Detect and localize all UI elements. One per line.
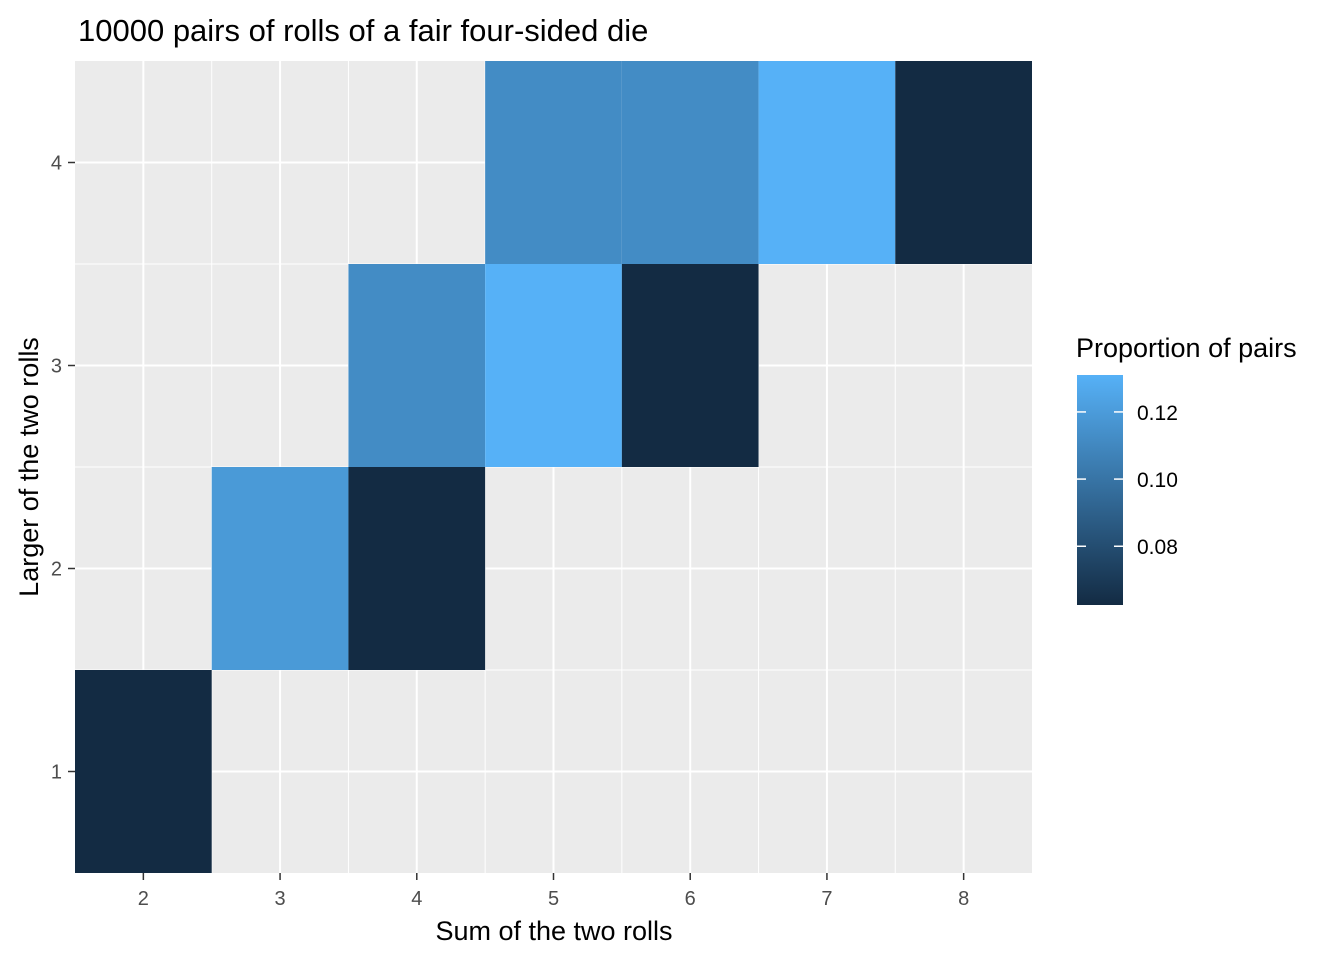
legend-ticks: 0.08 0.10 0.12 [1077,402,1178,559]
x-axis-title: Sum of the two rolls [435,916,672,946]
heatmap-cell [348,264,486,467]
color-legend: Proportion of pairs 0.08 0.10 0.12 [1076,333,1297,605]
heatmap-cell [621,264,759,467]
x-axis: 2 3 4 5 6 7 8 [138,873,969,910]
heatmap-cell [75,670,212,873]
heatmap-cells [75,61,1032,873]
x-tick-label: 5 [548,888,559,910]
heatmap-cell [621,61,759,264]
legend-colorbar [1077,375,1123,605]
heatmap-cell [758,61,896,264]
legend-tick-label: 0.10 [1137,469,1178,492]
heatmap-cell [895,61,1032,264]
x-tick-label: 7 [821,888,832,910]
legend-tick-label: 0.12 [1137,402,1178,425]
chart-title: 10000 pairs of rolls of a fair four-side… [78,13,648,48]
x-tick-label: 2 [138,888,149,910]
y-axis-title: Larger of the two rolls [14,337,44,597]
legend-tick-label: 0.08 [1137,536,1178,559]
heatmap-cell [485,61,622,264]
legend-title: Proportion of pairs [1076,333,1297,363]
y-tick-label: 3 [51,356,62,378]
y-tick-label: 2 [51,559,62,581]
heatmap-cell [348,467,486,670]
y-tick-label: 4 [51,153,62,175]
heatmap-cell [485,264,622,467]
x-tick-label: 4 [411,888,422,910]
x-tick-label: 3 [275,888,286,910]
x-tick-label: 6 [685,888,696,910]
heatmap-cell [211,467,349,670]
y-tick-label: 1 [51,762,62,784]
x-tick-label: 8 [958,888,969,910]
y-axis: 1 2 3 4 [51,153,75,784]
